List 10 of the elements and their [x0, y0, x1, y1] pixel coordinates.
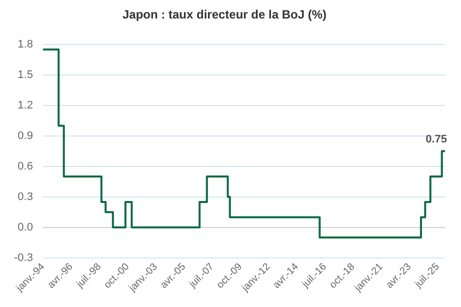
y-tick-label: 1.5	[18, 68, 33, 81]
y-tick-label: 1.8	[18, 38, 33, 50]
y-tick-label: 0.6	[18, 160, 33, 172]
y-tick-label: 1.2	[18, 99, 33, 112]
chart-title: Japon : taux directeur de la BoJ (%)	[122, 8, 327, 22]
y-tick-label: 0.9	[18, 130, 33, 142]
y-tick-label: 0.3	[18, 190, 33, 203]
data-label: 0.75	[426, 134, 447, 146]
y-tick-label: -0.3	[14, 252, 33, 264]
y-tick-label: 0.0	[18, 221, 33, 234]
